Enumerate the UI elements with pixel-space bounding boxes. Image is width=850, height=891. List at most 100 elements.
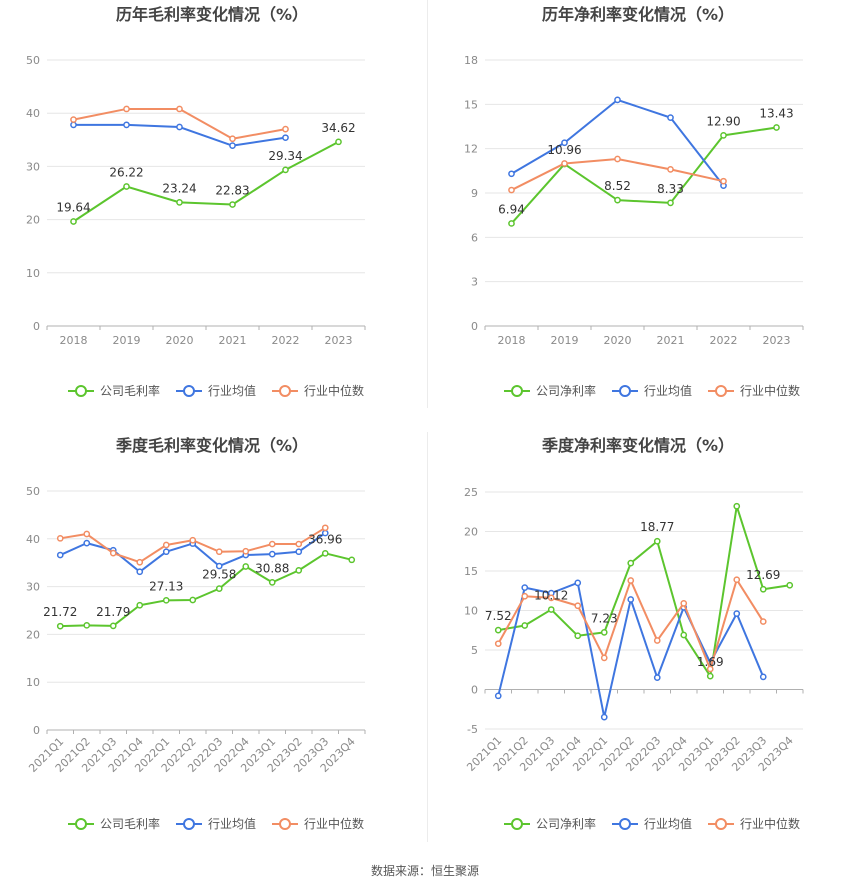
data-point-company xyxy=(547,606,555,613)
legend-label: 行业均值 xyxy=(644,383,692,398)
legend-item-company: 公司净利率 xyxy=(504,816,596,831)
data-label: 6.94 xyxy=(498,202,525,216)
data-point-company xyxy=(786,581,794,589)
data-point-company xyxy=(176,199,183,206)
data-point-industry_median xyxy=(614,155,621,163)
data-point-industry_median xyxy=(162,541,170,549)
data-label: 1.69 xyxy=(697,655,724,669)
series-line-company xyxy=(510,126,777,225)
chart-quarterly-gross: 季度毛利率变化情况（%）010203040502021Q12021Q22021Q… xyxy=(26,436,366,831)
data-label: 8.52 xyxy=(604,179,631,193)
data-point-industry_median xyxy=(574,602,582,610)
x-tick-label: 2021 xyxy=(657,334,685,347)
data-point-industry_median xyxy=(680,600,688,607)
data-point-industry_median xyxy=(706,665,714,673)
data-point-company xyxy=(680,631,688,639)
data-point-industry_avg xyxy=(282,134,289,142)
data-point-company xyxy=(720,132,727,139)
chart-title: 历年毛利率变化情况（%） xyxy=(116,5,308,24)
data-label: 34.62 xyxy=(321,121,355,135)
data-point-company xyxy=(136,601,144,609)
legend-label: 行业中位数 xyxy=(304,383,364,398)
data-point-industry_median xyxy=(83,530,91,538)
data-point-industry_median xyxy=(295,540,303,548)
data-point-industry_avg xyxy=(600,713,608,721)
y-tick-label: 12 xyxy=(464,143,478,156)
data-point-company xyxy=(759,585,767,593)
legend-item-company: 公司毛利率 xyxy=(68,816,160,831)
data-point-industry_avg xyxy=(574,579,582,587)
data-point-industry_median xyxy=(759,618,767,625)
data-point-company xyxy=(733,502,741,510)
data-label: 29.34 xyxy=(268,149,302,163)
series-line-company xyxy=(72,140,339,223)
data-point-industry_avg xyxy=(268,550,276,558)
y-tick-label: 15 xyxy=(464,565,478,578)
y-tick-label: 10 xyxy=(464,605,478,618)
y-tick-label: 5 xyxy=(471,644,478,657)
data-point-industry_median xyxy=(720,177,727,185)
y-tick-label: 20 xyxy=(464,526,478,539)
data-label: 26.22 xyxy=(109,166,143,180)
data-label: 21.79 xyxy=(96,605,130,619)
chart-title: 季度净利率变化情况（%） xyxy=(541,436,734,455)
data-point-company xyxy=(295,566,303,574)
data-label: 23.24 xyxy=(162,181,196,195)
data-point-industry_median xyxy=(176,105,183,113)
data-point-industry_median xyxy=(282,125,289,133)
data-label: 7.23 xyxy=(591,611,618,625)
data-point-company xyxy=(627,559,635,567)
data-point-company xyxy=(56,622,64,630)
legend-marker xyxy=(715,818,727,830)
data-point-industry_median xyxy=(268,540,276,548)
data-point-industry_median xyxy=(215,548,223,556)
data-label: 13.43 xyxy=(759,107,793,121)
data-point-industry_median xyxy=(547,594,555,602)
data-point-company xyxy=(229,201,236,208)
data-point-industry_avg xyxy=(215,562,223,570)
data-point-company xyxy=(321,549,329,557)
y-tick-label: 25 xyxy=(464,486,478,499)
data-point-company xyxy=(614,196,621,204)
y-tick-label: 0 xyxy=(471,320,478,333)
y-tick-label: 0 xyxy=(33,724,40,737)
legend-marker xyxy=(183,818,195,830)
x-tick-label: 2023 xyxy=(325,334,353,347)
legend-marker xyxy=(511,818,523,830)
x-tick-label: 2019 xyxy=(551,334,579,347)
data-point-company xyxy=(600,629,608,636)
y-tick-label: 0 xyxy=(33,320,40,333)
data-point-industry_avg xyxy=(176,123,183,131)
data-point-industry_median xyxy=(627,577,635,584)
legend-marker xyxy=(619,385,631,397)
legend-label: 行业均值 xyxy=(208,816,256,831)
y-tick-label: 40 xyxy=(26,533,40,546)
legend-marker xyxy=(511,385,523,397)
data-point-industry_median xyxy=(229,135,236,143)
data-label: 21.72 xyxy=(43,605,77,619)
data-point-company xyxy=(162,596,170,604)
data-point-company xyxy=(282,166,289,174)
y-tick-label: 10 xyxy=(26,267,40,280)
data-point-industry_avg xyxy=(123,121,130,129)
data-point-industry_median xyxy=(653,637,661,644)
x-tick-label: 2021 xyxy=(219,334,247,347)
data-point-company xyxy=(773,124,780,131)
data-point-industry_avg xyxy=(521,584,529,591)
chart-quarterly-net: 季度净利率变化情况（%）-505101520252021Q12021Q22021… xyxy=(464,436,804,831)
x-tick-label: 2018 xyxy=(498,334,526,347)
data-label: 12.90 xyxy=(706,114,740,128)
data-point-company xyxy=(348,556,356,564)
data-point-industry_median xyxy=(521,592,529,600)
legend-label: 行业均值 xyxy=(208,383,256,398)
data-point-company xyxy=(242,563,250,570)
legend-marker xyxy=(279,818,291,830)
data-source-label: 数据来源：恒生聚源 xyxy=(370,864,479,878)
x-tick-label: 2018 xyxy=(60,334,88,347)
legend-item-company: 公司净利率 xyxy=(504,383,596,398)
data-point-industry_avg xyxy=(83,539,91,547)
legend-item-company: 公司毛利率 xyxy=(68,383,160,398)
data-point-industry_median xyxy=(189,536,197,544)
data-point-company xyxy=(667,199,674,207)
